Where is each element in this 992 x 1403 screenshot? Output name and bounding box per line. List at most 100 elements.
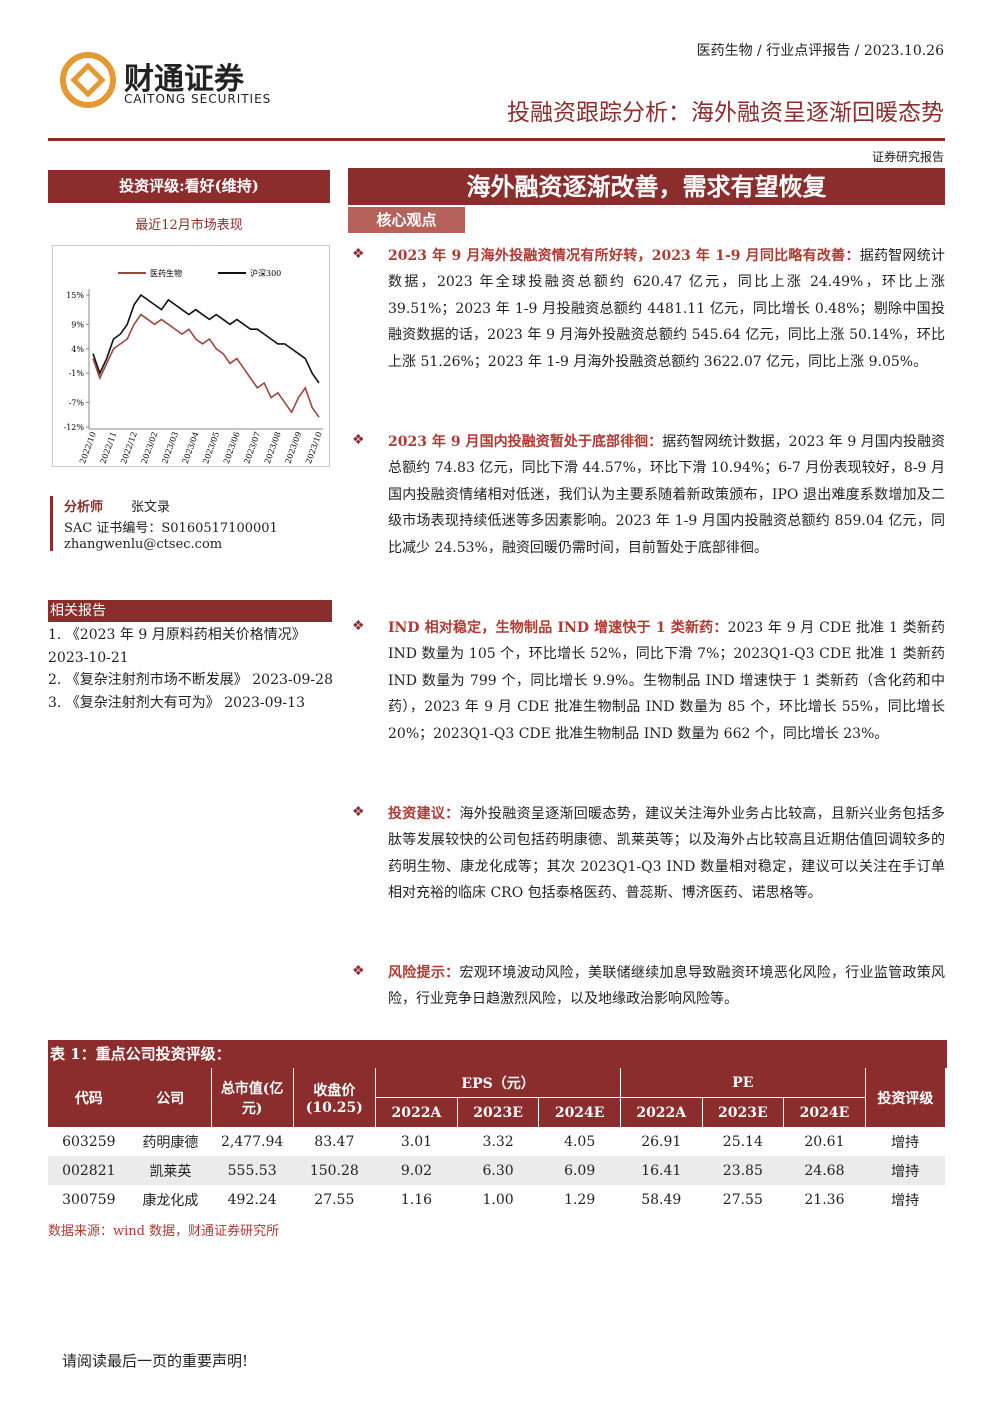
x-tick-label: 2023/05: [201, 431, 221, 465]
series-line: [92, 313, 320, 418]
report-label: 证券研究报告: [871, 150, 944, 164]
analyst-sac: SAC 证书编号：S0160517100001: [64, 521, 278, 536]
section-tab: 核心观点: [348, 207, 465, 233]
footer: 请阅读最后一页的重要声明!: [62, 1352, 249, 1370]
cell: 20.61: [804, 1133, 845, 1150]
table-caption: 表 1：重点公司投资评级：: [48, 1040, 947, 1068]
cell: 3.32: [482, 1133, 514, 1150]
breadcrumb: 医药生物 / 行业点评报告 / 2023.10.26: [696, 43, 944, 59]
cell: 9.02: [400, 1162, 433, 1179]
legend-label: 医药生物: [150, 268, 182, 278]
paragraph: 2023 年 9 月国内投融资暂处于底部徘徊：据药智网统计数据，2023 年 9…: [388, 429, 945, 561]
y-tick-label: 15%: [66, 291, 84, 300]
cell: 300759: [62, 1191, 116, 1208]
analyst-email: zhangwenlu@ctsec.com: [64, 537, 223, 552]
table-row: 002821 凯莱英 555.53 150.28 9.02 6.30 6.09 16.41 23…: [48, 1156, 945, 1185]
x-tick-label: 2022/10: [78, 431, 98, 465]
cell: 4.05: [564, 1133, 596, 1150]
cell: 492.24: [227, 1191, 277, 1208]
x-tick-label: 2022/12: [119, 431, 139, 465]
table-row: 603259 药明康德 2,477.94 83.47 3.01 3.32 4.05 26.91…: [48, 1127, 945, 1156]
y-tick-label: 4%: [71, 345, 84, 354]
paragraph-body: 2023 年 9 月 CDE 批准 1 类新药 IND 数量为 105 个，环比…: [388, 620, 945, 742]
x-tick-label: 2023/04: [181, 431, 201, 465]
related-item: 2. 《复杂注射剂市场不断发展》 2023-09-28: [48, 672, 333, 688]
rule: [48, 138, 945, 141]
cell: 16.41: [641, 1162, 682, 1179]
th: 投资评级: [864, 1068, 945, 1127]
x-tick-label: 2023/09: [284, 431, 304, 465]
cell: 24.68: [804, 1162, 845, 1179]
paragraph: 2023 年 9 月海外投融资情况有所好转，2023 年 1-9 月同比略有改善…: [388, 243, 945, 375]
paragraph: 投资建议：海外投融资呈逐渐回暖态势，建议关注海外业务占比较高，且新兴业务包括多肽…: [388, 801, 945, 907]
paragraph-body: 宏观环境波动风险，美联储继续加息导致融资环境恶化风险，行业监管政策风险，行业竞争…: [388, 965, 946, 1008]
cell: 1.29: [564, 1191, 596, 1208]
headline: 海外融资逐渐改善，需求有望恢复: [348, 168, 945, 205]
cell: 6.30: [482, 1162, 514, 1179]
y-tick-label: 9%: [71, 320, 84, 329]
cell: 25.14: [722, 1133, 763, 1150]
bullet: ❖: [352, 804, 365, 820]
cell: 555.53: [227, 1162, 277, 1179]
x-tick-label: 2023/10: [304, 431, 324, 465]
x-tick-label: 2023/03: [160, 431, 180, 465]
cell: 150.28: [309, 1162, 359, 1179]
x-tick-label: 2023/07: [242, 431, 262, 465]
rating-table: 代码 公司 总市值(亿元) 收盘价(10.25) EPS（元） PE 投资评级 2022A 2…: [48, 1068, 945, 1214]
series-line: [92, 293, 320, 384]
legend-label: 沪深300: [250, 268, 281, 278]
y-tick-label: -1%: [69, 369, 85, 378]
table-source: 数据来源：wind 数据，财通证券研究所: [48, 1224, 280, 1239]
th: 2023E: [701, 1097, 784, 1127]
related-item: 1. 《2023 年 9 月原料药相关价格情况》 2023-10-21: [48, 627, 306, 666]
cell: 23.85: [722, 1162, 763, 1179]
cell: 增持: [891, 1163, 920, 1180]
x-tick-label: 2023/02: [140, 431, 160, 465]
th: EPS（元）: [375, 1068, 621, 1098]
paragraph-body: 据药智网统计数据，2023 年 9 月国内投融资总额约 74.83 亿元，同比下…: [388, 434, 945, 556]
th: 收盘价(10.25): [292, 1068, 376, 1127]
paragraph-heading: 投资建议：: [388, 806, 460, 822]
bullet: ❖: [352, 246, 365, 262]
cell: 6.09: [564, 1162, 596, 1179]
paragraph-heading: IND 相对稳定，生物制品 IND 增速快于 1 类新药：: [388, 620, 728, 636]
y-tick-label: -7%: [69, 399, 85, 408]
x-tick-label: 2023/08: [263, 431, 283, 465]
th: 公司: [156, 1090, 185, 1107]
market-title: 最近12月市场表现: [135, 218, 243, 233]
paragraph: IND 相对稳定，生物制品 IND 增速快于 1 类新药：2023 年 9 月 …: [388, 615, 945, 747]
paragraph: 风险提示：宏观环境波动风险，美联储继续加息导致融资环境恶化风险，行业监管政策风险…: [388, 960, 945, 1013]
x-tick-label: 2022/11: [99, 431, 119, 465]
market-chart: 15%9%4%-1%-7%-12%2022/10 2022/11 2022/12 20…: [52, 245, 330, 467]
th: 代码: [74, 1090, 103, 1107]
th: 2022A: [375, 1097, 458, 1127]
th: 总市值(亿元): [210, 1068, 293, 1127]
cell: 21.36: [804, 1191, 845, 1208]
paragraph-heading: 风险提示：: [388, 965, 460, 981]
report-title: 投融资跟踪分析：海外融资呈逐渐回暖态势: [507, 100, 944, 126]
paragraph-body: 据药智网统计数据，2023 年全球投融资总额约 620.47 亿元，同比上涨 2…: [388, 248, 945, 370]
bullet: ❖: [352, 963, 365, 979]
paragraph-body: 海外投融资呈逐渐回暖态势，建议关注海外业务占比较高，且新兴业务包括多肽等发展较快…: [388, 806, 946, 902]
cell: 康龙化成: [142, 1192, 199, 1209]
cell: 2,477.94: [220, 1133, 284, 1150]
cell: 凯莱英: [149, 1163, 192, 1180]
cell: 1.00: [482, 1191, 514, 1208]
cell: 27.55: [314, 1191, 355, 1208]
y-tick-label: -12%: [64, 423, 85, 432]
cell: 002821: [62, 1162, 116, 1179]
analyst-rule: [50, 496, 53, 551]
cell: 27.55: [722, 1191, 763, 1208]
th: 2022A: [619, 1097, 703, 1127]
paragraph-heading: 2023 年 9 月国内投融资暂处于底部徘徊：: [388, 434, 663, 450]
bullet: ❖: [352, 432, 365, 448]
paragraph-heading: 2023 年 9 月海外投融资情况有所好转，2023 年 1-9 月同比略有改善…: [388, 248, 860, 264]
cell: 83.47: [314, 1133, 355, 1150]
cell: 26.91: [641, 1133, 682, 1150]
cell: 1.16: [400, 1191, 433, 1208]
logo: [60, 52, 116, 108]
analyst-name: 张文录: [131, 500, 171, 515]
bullet: ❖: [352, 618, 365, 634]
related-item: 3. 《复杂注射剂大有可为》 2023-09-13: [48, 694, 305, 711]
